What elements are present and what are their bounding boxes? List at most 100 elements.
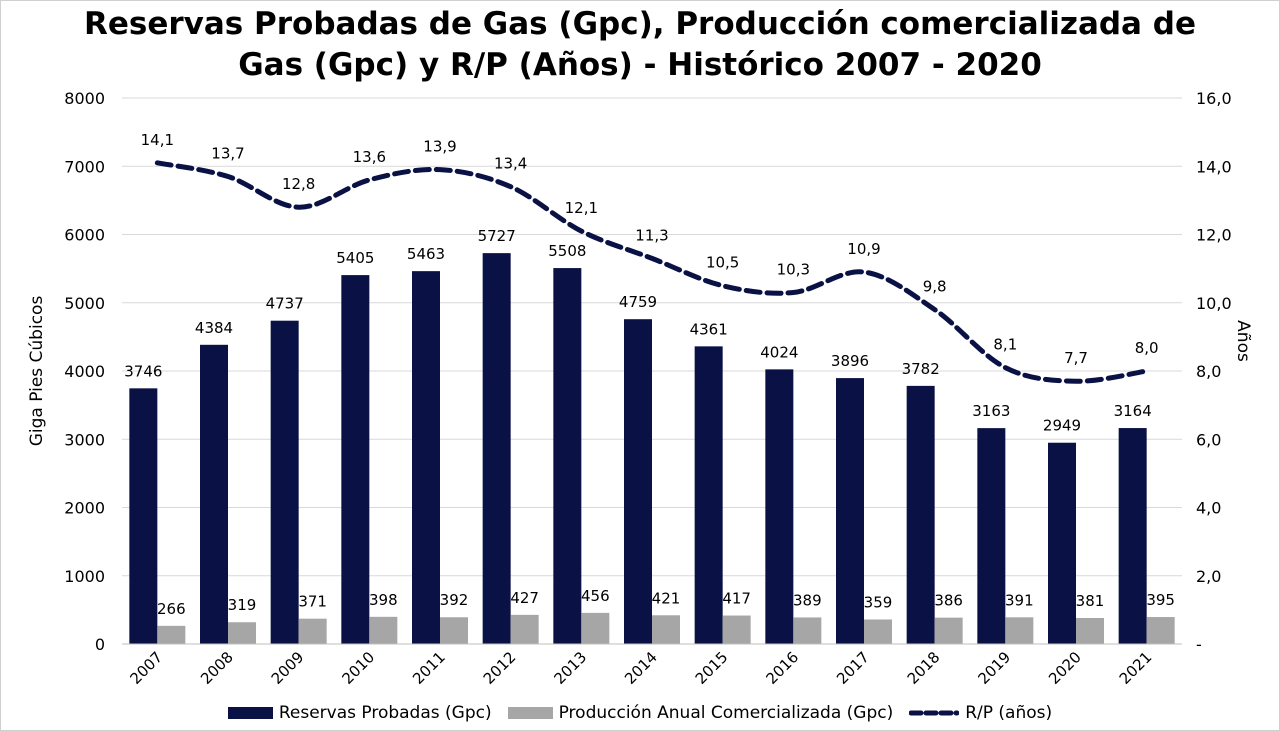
y2-tick-label: 2,0 <box>1196 567 1221 586</box>
x-tick-label: 2017 <box>833 648 873 688</box>
bar-reservas <box>412 271 440 644</box>
data-labels: 3746 266 14,1 4384 319 13,7 4737 371 12,8 5405 398… <box>124 131 1175 618</box>
data-label-rp: 8,0 <box>1135 339 1159 357</box>
bar-reservas <box>482 253 511 644</box>
bar-produccion <box>369 616 398 644</box>
y-axis-label: Giga Pies Cúbicos <box>27 296 47 447</box>
bar-produccion <box>440 617 468 644</box>
data-label-reservas: 4024 <box>760 343 798 361</box>
x-tick-label: 2016 <box>762 648 802 688</box>
y-tick-label: 6000 <box>64 226 105 245</box>
data-label-produccion: 319 <box>228 596 257 614</box>
data-label-produccion: 266 <box>157 600 186 618</box>
y-tick-label: 0 <box>95 635 105 654</box>
y-tick-label: 8000 <box>64 89 105 108</box>
data-label-rp: 11,3 <box>635 226 668 244</box>
data-label-produccion: 395 <box>1146 591 1175 609</box>
data-label-produccion: 371 <box>298 593 327 611</box>
data-label-produccion: 391 <box>1005 591 1034 609</box>
bar-produccion <box>1076 617 1104 644</box>
y-tick-label: 7000 <box>64 157 105 176</box>
x-tick-label: 2010 <box>338 648 378 688</box>
data-label-reservas: 2949 <box>1043 417 1081 435</box>
x-tick-label: 2007 <box>126 648 166 688</box>
x-tick-label: 2012 <box>480 648 520 688</box>
bar-reservas <box>836 378 864 644</box>
bar-produccion <box>157 625 186 644</box>
data-label-produccion: 398 <box>369 591 398 609</box>
legend-swatch-produccion <box>507 707 553 719</box>
y2-tick-label: 10,0 <box>1196 294 1232 313</box>
data-label-produccion: 359 <box>864 593 893 611</box>
bar-reservas <box>765 369 794 644</box>
bar-produccion <box>934 617 963 644</box>
y2-tick-label: 4,0 <box>1196 499 1221 518</box>
bar-reservas <box>694 346 723 644</box>
data-label-reservas: 5463 <box>407 245 445 263</box>
data-label-produccion: 417 <box>722 590 751 608</box>
y-tick-label: 2000 <box>64 499 105 518</box>
data-label-rp: 14,1 <box>141 131 174 149</box>
x-tick-label: 2014 <box>621 648 661 688</box>
data-label-rp: 7,7 <box>1064 349 1088 367</box>
x-tick-label: 2020 <box>1045 648 1085 688</box>
bar-produccion <box>228 622 256 644</box>
y2-tick-label: 8,0 <box>1196 362 1221 381</box>
data-label-produccion: 392 <box>440 591 469 609</box>
data-label-reservas: 5405 <box>336 249 374 267</box>
y2-tick-label: 14,0 <box>1196 157 1232 176</box>
data-label-produccion: 386 <box>934 592 963 610</box>
x-tick-label: 2011 <box>409 648 449 688</box>
data-label-rp: 10,5 <box>706 254 739 272</box>
data-label-reservas: 5508 <box>548 242 586 260</box>
y2-tick-label: - <box>1196 635 1202 654</box>
bar-produccion <box>1005 617 1034 644</box>
x-tick-label: 2018 <box>904 648 944 688</box>
bars <box>129 253 1175 644</box>
x-tick-label: 2008 <box>197 648 237 688</box>
bar-reservas <box>1118 428 1147 644</box>
data-label-reservas: 4384 <box>195 319 233 337</box>
data-label-reservas: 3163 <box>972 402 1010 420</box>
data-label-reservas: 4737 <box>266 295 304 313</box>
data-label-rp: 13,4 <box>494 155 527 173</box>
legend-swatch-reservas <box>227 707 273 719</box>
x-tick-label: 2019 <box>974 648 1014 688</box>
bar-produccion <box>581 612 610 644</box>
data-label-rp: 12,8 <box>282 175 315 193</box>
data-label-produccion: 421 <box>652 589 681 607</box>
legend-item-reservas: Reservas Probadas (Gpc) <box>227 703 492 723</box>
bar-reservas <box>1048 442 1076 644</box>
bar-reservas <box>624 319 652 644</box>
bar-produccion <box>793 617 822 644</box>
bar-produccion <box>652 615 680 644</box>
legend-swatch-rp <box>909 710 960 716</box>
bar-reservas <box>977 428 1006 644</box>
legend-label-produccion: Producción Anual Comercializada (Gpc) <box>558 703 894 723</box>
chart-title-line-1: Reservas Probadas de Gas (Gpc), Producci… <box>84 6 1196 42</box>
bar-produccion <box>1146 617 1175 644</box>
data-label-produccion: 456 <box>581 587 610 605</box>
y-tick-label: 1000 <box>64 567 105 586</box>
bar-reservas <box>341 275 370 644</box>
legend-label-reservas: Reservas Probadas (Gpc) <box>278 703 492 723</box>
bar-reservas <box>200 344 228 644</box>
bar-produccion <box>864 619 892 644</box>
bar-reservas <box>906 385 935 644</box>
data-label-rp: 9,8 <box>923 278 947 296</box>
rp-line <box>154 160 1150 384</box>
data-label-reservas: 3164 <box>1114 402 1152 420</box>
data-label-reservas: 4759 <box>619 293 657 311</box>
y2-tick-label: 16,0 <box>1196 89 1232 108</box>
bar-produccion <box>722 615 751 644</box>
legend-item-rp: R/P (años) <box>909 703 1052 723</box>
chart-title: Reservas Probadas de Gas (Gpc), Producci… <box>0 4 1280 86</box>
data-label-rp: 13,9 <box>423 138 456 156</box>
x-tick-label: 2021 <box>1116 648 1156 688</box>
data-label-rp: 8,1 <box>993 336 1017 354</box>
data-label-reservas: 5727 <box>478 227 516 245</box>
data-label-produccion: 389 <box>793 591 822 609</box>
x-tick-label: 2013 <box>550 648 590 688</box>
data-label-rp: 13,7 <box>211 144 244 162</box>
